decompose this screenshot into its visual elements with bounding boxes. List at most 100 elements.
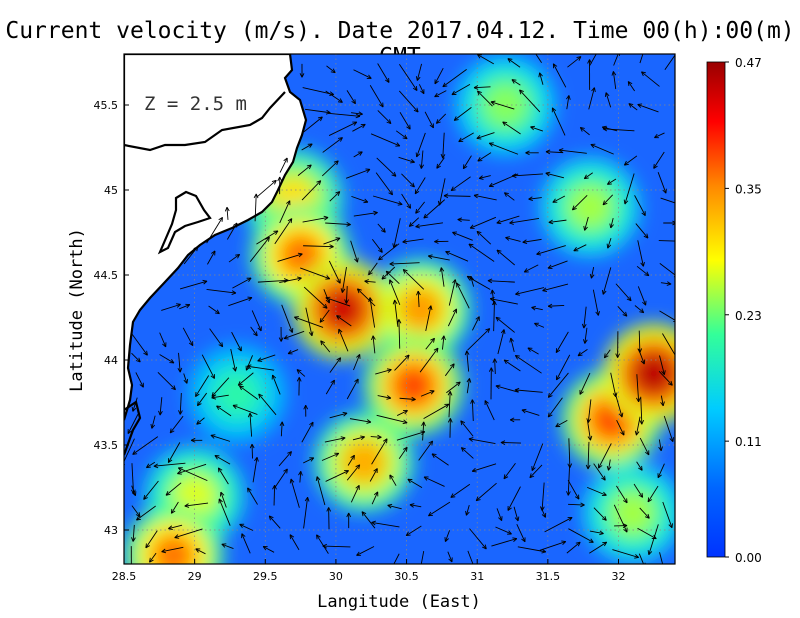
velocity-arrow [387, 503, 402, 510]
velocity-arrow [182, 327, 194, 347]
velocity-arrow [131, 333, 148, 356]
velocity-arrow [127, 414, 139, 434]
velocity-arrow [368, 262, 378, 276]
velocity-arrow [613, 54, 621, 66]
velocity-arrow [434, 67, 444, 85]
velocity-arrow [183, 246, 199, 265]
velocity-arrow [464, 350, 470, 372]
colorbar-tick-label: 0.00 [735, 551, 762, 565]
velocity-arrow [393, 553, 400, 564]
velocity-arrow [351, 195, 369, 204]
velocity-arrow [159, 354, 175, 364]
velocity-arrow [658, 370, 673, 386]
velocity-arrow [305, 108, 331, 115]
velocity-arrow [511, 173, 544, 179]
velocity-arrow [466, 378, 472, 394]
velocity-arrow [500, 440, 521, 445]
velocity-arrow [395, 130, 408, 140]
velocity-arrow [329, 411, 348, 419]
velocity-arrow [257, 179, 277, 197]
velocity-arrow [329, 191, 341, 202]
velocity-arrow [347, 454, 355, 466]
velocity-arrow [177, 352, 183, 373]
velocity-arrow [415, 132, 426, 158]
velocity-arrow [609, 218, 614, 229]
velocity-arrow [279, 200, 291, 224]
velocity-arrow [157, 372, 176, 391]
velocity-arrow [521, 408, 540, 416]
velocity-arrow [369, 468, 378, 482]
velocity-arrow [514, 387, 543, 393]
velocity-arrow [633, 483, 644, 498]
velocity-arrow [322, 543, 351, 549]
velocity-arrow [303, 286, 328, 309]
x-axis-label: Langitude (East) [317, 592, 481, 612]
velocity-arrow [634, 305, 645, 314]
velocity-arrow [211, 394, 229, 400]
velocity-arrow [353, 210, 378, 217]
velocity-arrow [636, 374, 641, 403]
velocity-arrow [658, 439, 663, 452]
velocity-arrow [423, 476, 445, 487]
speed-hotspot [391, 363, 436, 408]
velocity-arrow [513, 506, 520, 522]
velocity-arrow [593, 507, 607, 521]
velocity-arrow [369, 85, 384, 108]
velocity-arrow [287, 349, 299, 355]
velocity-arrow [249, 443, 255, 459]
velocity-arrow [469, 528, 487, 550]
velocity-arrow [538, 72, 544, 85]
velocity-arrow [352, 435, 365, 441]
velocity-arrow [420, 550, 425, 564]
velocity-arrow [277, 252, 303, 262]
velocity-arrow [582, 327, 588, 344]
velocity-arrow [567, 479, 580, 500]
velocity-arrow [301, 421, 314, 443]
velocity-arrow [523, 264, 539, 273]
velocity-arrow [329, 357, 342, 373]
velocity-arrow [462, 155, 472, 170]
velocity-arrow [345, 168, 371, 179]
speed-hotspot [342, 440, 387, 484]
x-tick-label: 31.5 [536, 570, 561, 583]
velocity-arrow [589, 266, 595, 279]
velocity-arrow [589, 541, 608, 554]
velocity-arrow [247, 487, 258, 505]
velocity-arrow [509, 417, 521, 423]
velocity-arrow [409, 503, 422, 508]
velocity-arrow [548, 219, 567, 225]
velocity-arrow [614, 392, 624, 418]
velocity-arrow [274, 468, 288, 488]
velocity-arrow [509, 218, 540, 225]
velocity-arrow [659, 355, 666, 375]
velocity-arrow [418, 440, 434, 461]
speed-hotspot [483, 83, 528, 127]
velocity-arrow [206, 216, 223, 244]
velocity-arrow [579, 372, 591, 395]
velocity-arrow [279, 421, 285, 437]
velocity-arrow [522, 238, 542, 245]
velocity-arrow [525, 150, 539, 156]
velocity-arrow [402, 268, 425, 290]
velocity-arrow [153, 462, 186, 469]
velocity-arrow [536, 245, 566, 256]
velocity-arrow [376, 414, 408, 425]
velocity-arrow [131, 397, 138, 412]
velocity-arrow [399, 63, 418, 91]
velocity-arrow [628, 103, 638, 111]
velocity-arrow [639, 396, 645, 425]
velocity-arrow [592, 289, 600, 316]
velocity-arrows [124, 54, 675, 564]
velocity-arrow [487, 278, 515, 284]
velocity-arrow [450, 176, 471, 192]
velocity-arrow [145, 530, 158, 549]
velocity-arrow [416, 290, 421, 308]
velocity-arrow [639, 507, 650, 519]
velocity-arrow [399, 396, 416, 402]
velocity-arrow [277, 176, 283, 195]
velocity-arrow [467, 328, 491, 351]
velocity-arrow [216, 405, 232, 417]
velocity-arrow [452, 231, 473, 241]
velocity-arrow [552, 63, 567, 88]
velocity-arrow [448, 279, 457, 306]
